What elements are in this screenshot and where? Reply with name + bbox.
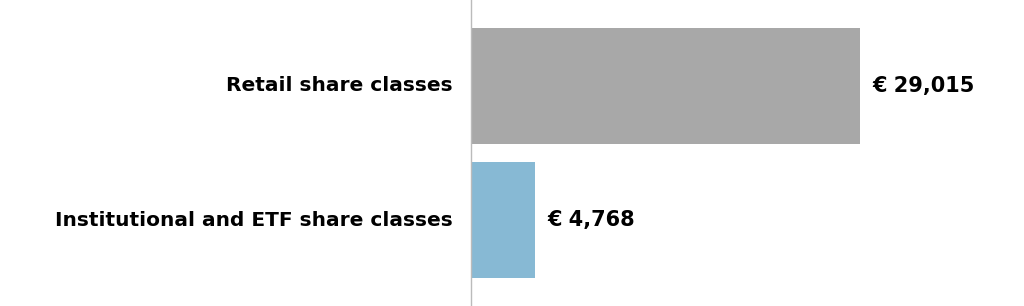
Text: € 4,768: € 4,768	[547, 210, 635, 230]
Text: € 29,015: € 29,015	[872, 76, 975, 96]
Text: Institutional and ETF share classes: Institutional and ETF share classes	[55, 211, 453, 230]
Text: Retail share classes: Retail share classes	[226, 76, 453, 95]
FancyBboxPatch shape	[471, 162, 535, 278]
FancyBboxPatch shape	[471, 28, 860, 144]
